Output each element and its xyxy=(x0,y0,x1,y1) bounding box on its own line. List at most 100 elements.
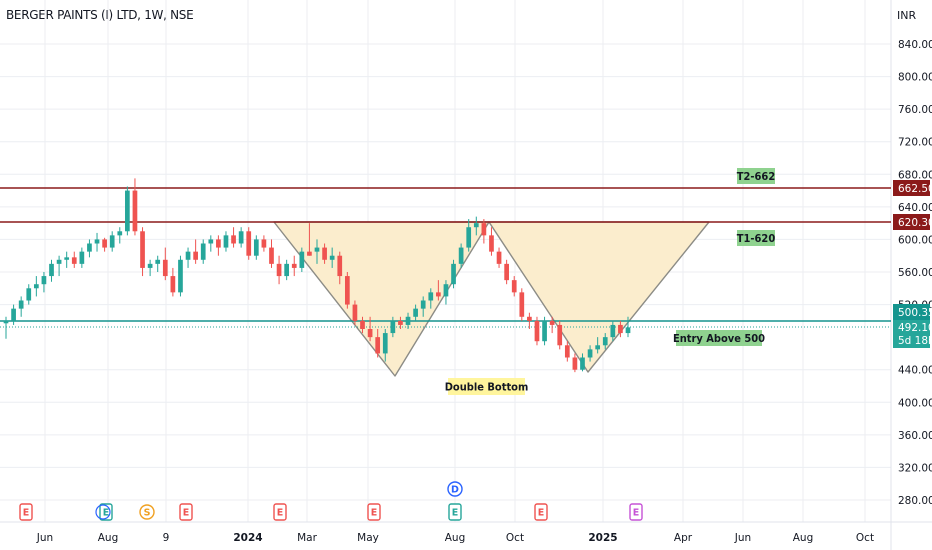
candle-body xyxy=(94,239,100,244)
candle xyxy=(140,227,145,277)
event-marker-e: E xyxy=(273,503,287,521)
candle xyxy=(610,320,616,342)
candle xyxy=(178,255,183,297)
candle-body xyxy=(534,320,540,342)
candle xyxy=(337,251,343,285)
candle xyxy=(102,237,107,252)
candle-body xyxy=(595,345,601,350)
candle xyxy=(473,216,479,236)
candle xyxy=(458,243,464,268)
candle xyxy=(3,316,9,339)
candle-body xyxy=(276,263,282,277)
annotation-text: Entry Above 500 xyxy=(673,332,765,345)
event-marker-e: E xyxy=(95,503,113,521)
last-price-value: 492.10 xyxy=(898,322,932,334)
candle-body xyxy=(398,320,403,325)
candle-body xyxy=(337,255,343,277)
event-marker-letter: E xyxy=(103,508,110,519)
y-tick-label: 440.00 xyxy=(898,365,932,377)
price-tag: 620.30 xyxy=(893,214,932,230)
candle xyxy=(398,316,403,329)
candle-body xyxy=(132,190,138,232)
annotation-text: Double Bottom xyxy=(445,381,529,394)
candle xyxy=(527,312,532,329)
currency-label[interactable]: INR xyxy=(897,9,917,22)
candle-body xyxy=(504,263,509,281)
candle xyxy=(549,316,555,334)
event-marker-ring xyxy=(95,504,111,520)
candle-body xyxy=(587,349,593,358)
time-axis[interactable]: Jun Aug 9 2024 Mar May Aug Oct 2025 Apr Jun Aug Oct xyxy=(36,532,874,544)
candle xyxy=(534,316,540,346)
candle xyxy=(564,341,570,362)
candle xyxy=(504,259,509,285)
x-tick-label: Jun xyxy=(734,532,751,544)
candle xyxy=(587,345,593,362)
candle xyxy=(200,239,206,264)
candle xyxy=(33,276,39,297)
candle-body xyxy=(102,239,107,248)
candles xyxy=(3,178,631,373)
annotation-label: Entry Above 500 xyxy=(673,330,765,346)
annotation-text: T1-620 xyxy=(737,232,776,245)
price-tag-text: 620.30 xyxy=(898,217,932,229)
candle-body xyxy=(64,257,70,260)
candle-body xyxy=(405,316,411,325)
y-tick-label: 640.00 xyxy=(898,202,932,214)
event-marker-shape xyxy=(179,503,193,521)
candle-body xyxy=(602,337,608,346)
candle-body xyxy=(155,259,161,264)
candle xyxy=(625,316,631,338)
candle xyxy=(155,255,161,272)
candle-body xyxy=(291,263,297,268)
candle xyxy=(618,320,623,338)
annotation-label: T2-662 xyxy=(737,168,775,184)
candle-body xyxy=(481,223,487,236)
candle xyxy=(132,178,138,236)
y-tick-label: 560.00 xyxy=(898,267,932,279)
candle xyxy=(602,333,608,350)
candle-body xyxy=(117,231,123,236)
price-tag-text: 500.35 xyxy=(898,307,932,319)
event-marker-e: E xyxy=(448,503,462,521)
candle-body xyxy=(125,190,130,232)
candle xyxy=(56,255,62,277)
candle xyxy=(253,235,259,260)
candle-body xyxy=(519,292,525,317)
event-marker-e: E xyxy=(534,503,548,521)
candle xyxy=(375,329,381,358)
y-tick-label: 360.00 xyxy=(898,430,932,442)
candle-body xyxy=(466,227,472,248)
candle xyxy=(276,255,282,285)
candle-body xyxy=(41,276,47,285)
candle-body xyxy=(618,324,623,334)
candle-body xyxy=(253,239,259,256)
candle-body xyxy=(322,247,327,260)
event-marker-e: E xyxy=(629,503,643,521)
candle-body xyxy=(109,235,115,248)
candle-body xyxy=(542,320,547,342)
event-marker-e: E xyxy=(19,503,33,521)
price-axis[interactable]: 840.00 800.00 760.00 720.00 680.00 640.00 600.… xyxy=(893,39,932,507)
price-tag-bg xyxy=(893,214,930,230)
candle-body xyxy=(162,259,168,277)
candle xyxy=(269,239,274,268)
candle xyxy=(49,259,54,282)
candle xyxy=(216,235,221,256)
y-tick-label: 760.00 xyxy=(898,104,932,116)
candle-body xyxy=(3,320,9,324)
horizontal-levels xyxy=(0,187,891,328)
annotation-label: Double Bottom xyxy=(445,378,529,395)
candle-body xyxy=(307,251,312,256)
candle-body xyxy=(231,235,236,244)
y-tick-label: 600.00 xyxy=(898,234,932,246)
candle-body xyxy=(18,300,24,309)
event-marker-letter: D xyxy=(451,485,459,496)
double-bottom-pattern xyxy=(273,221,710,377)
candle xyxy=(352,300,358,325)
event-marker-letter: E xyxy=(452,508,459,519)
candle xyxy=(238,227,244,248)
event-marker-shape xyxy=(273,503,287,521)
candle-body xyxy=(140,231,145,268)
